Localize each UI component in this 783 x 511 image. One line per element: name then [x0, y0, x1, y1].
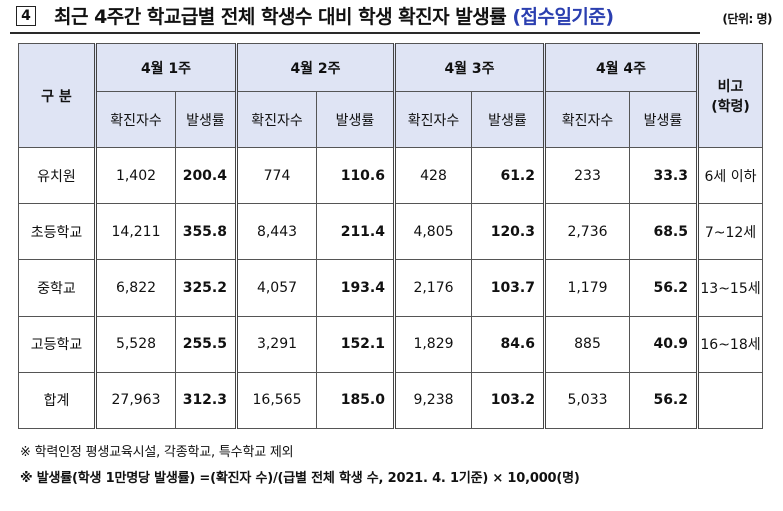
title-underline: [10, 32, 700, 34]
count-cell: 1,829: [394, 315, 472, 373]
count-cell: 5,033: [544, 371, 630, 430]
remark-cell: [697, 371, 763, 430]
week-header: 4월 1주: [95, 43, 238, 92]
rate-cell: 103.2: [471, 371, 546, 430]
table-row: 초등학교 14,211 355.8 8,443 211.4 4,805 120.3 2,736…: [18, 203, 763, 261]
section-number-box: 4: [16, 6, 36, 26]
rate-subheader: 발생률: [471, 91, 546, 148]
count-cell: 4,057: [236, 259, 317, 317]
rate-cell: 120.3: [471, 203, 546, 261]
rate-cell: 61.2: [471, 146, 546, 205]
count-cell: 2,736: [544, 203, 630, 261]
rate-cell: 355.8: [175, 203, 238, 261]
table-row: 유치원 1,402 200.4 774 110.6 428 61.2 233 33.3 6세 이하: [18, 146, 763, 205]
remark-header-line1: 비고: [717, 78, 744, 95]
remark-cell: 7~12세: [697, 203, 763, 261]
rate-subheader: 발생률: [316, 91, 396, 148]
page-title-accent: (접수일기준): [512, 6, 614, 28]
footnote-formula: ※ 발생률(학생 1만명당 발생률) =(확진자 수)/(급별 전체 학생 수,…: [20, 471, 580, 486]
page-title-row: 4 최근 4주간 학교급별 전체 학생수 대비 학생 확진자 발생률 (접수일기…: [10, 4, 778, 30]
count-subheader: 확진자수: [394, 91, 472, 148]
remark-cell: 13~15세: [697, 259, 763, 317]
count-subheader: 확진자수: [544, 91, 630, 148]
data-table: 구 분 4월 1주 4월 2주 4월 3주 4월 4주 비고 (학령) 확진자수…: [18, 43, 763, 430]
rate-cell: 200.4: [175, 146, 238, 205]
week-header: 4월 2주: [236, 43, 396, 92]
count-cell: 4,805: [394, 203, 472, 261]
count-cell: 2,176: [394, 259, 472, 317]
count-cell: 14,211: [95, 203, 176, 261]
table-row: 고등학교 5,528 255.5 3,291 152.1 1,829 84.6 885 40.9…: [18, 315, 763, 373]
row-category: 유치원: [18, 146, 97, 205]
count-cell: 6,822: [95, 259, 176, 317]
count-cell: 8,443: [236, 203, 317, 261]
table-row: 합계 27,963 312.3 16,565 185.0 9,238 103.2 5,033 5…: [18, 371, 763, 430]
rate-cell: 56.2: [629, 371, 699, 430]
rate-cell: 193.4: [316, 259, 396, 317]
page-title: 최근 4주간 학교급별 전체 학생수 대비 학생 확진자 발생률 (접수일기준): [54, 4, 614, 30]
footnote-exclusion: ※ 학력인정 평생교육시설, 각종학교, 특수학교 제외: [20, 445, 294, 460]
count-cell: 16,565: [236, 371, 317, 430]
count-subheader: 확진자수: [95, 91, 176, 148]
rate-cell: 152.1: [316, 315, 396, 373]
row-category: 초등학교: [18, 203, 97, 261]
page-title-text: 최근 4주간 학교급별 전체 학생수 대비 학생 확진자 발생률: [54, 6, 507, 28]
rate-cell: 110.6: [316, 146, 396, 205]
count-cell: 885: [544, 315, 630, 373]
remark-header: 비고 (학령): [697, 43, 763, 148]
count-cell: 27,963: [95, 371, 176, 430]
rate-cell: 185.0: [316, 371, 396, 430]
row-category: 합계: [18, 371, 97, 430]
rate-cell: 211.4: [316, 203, 396, 261]
rate-cell: 103.7: [471, 259, 546, 317]
rate-cell: 33.3: [629, 146, 699, 205]
remark-cell: 6세 이하: [697, 146, 763, 205]
row-category: 중학교: [18, 259, 97, 317]
remark-cell: 16~18세: [697, 315, 763, 373]
remark-header-line2: (학령): [711, 98, 750, 115]
table-row: 중학교 6,822 325.2 4,057 193.4 2,176 103.7 1,179 56…: [18, 259, 763, 317]
rate-subheader: 발생률: [629, 91, 699, 148]
rate-cell: 84.6: [471, 315, 546, 373]
count-cell: 774: [236, 146, 317, 205]
category-header: 구 분: [18, 43, 97, 148]
count-cell: 1,402: [95, 146, 176, 205]
rate-cell: 56.2: [629, 259, 699, 317]
rate-cell: 312.3: [175, 371, 238, 430]
table-body: 유치원 1,402 200.4 774 110.6 428 61.2 233 33.3 6세 이하…: [18, 146, 763, 430]
count-cell: 1,179: [544, 259, 630, 317]
week-header: 4월 3주: [394, 43, 546, 92]
week-header: 4월 4주: [544, 43, 699, 92]
rate-cell: 325.2: [175, 259, 238, 317]
rate-cell: 255.5: [175, 315, 238, 373]
unit-label: (단위: 명): [722, 12, 772, 26]
count-cell: 3,291: [236, 315, 317, 373]
rate-cell: 40.9: [629, 315, 699, 373]
count-cell: 9,238: [394, 371, 472, 430]
count-cell: 428: [394, 146, 472, 205]
row-category: 고등학교: [18, 315, 97, 373]
count-subheader: 확진자수: [236, 91, 317, 148]
count-cell: 5,528: [95, 315, 176, 373]
rate-subheader: 발생률: [175, 91, 238, 148]
count-cell: 233: [544, 146, 630, 205]
rate-cell: 68.5: [629, 203, 699, 261]
